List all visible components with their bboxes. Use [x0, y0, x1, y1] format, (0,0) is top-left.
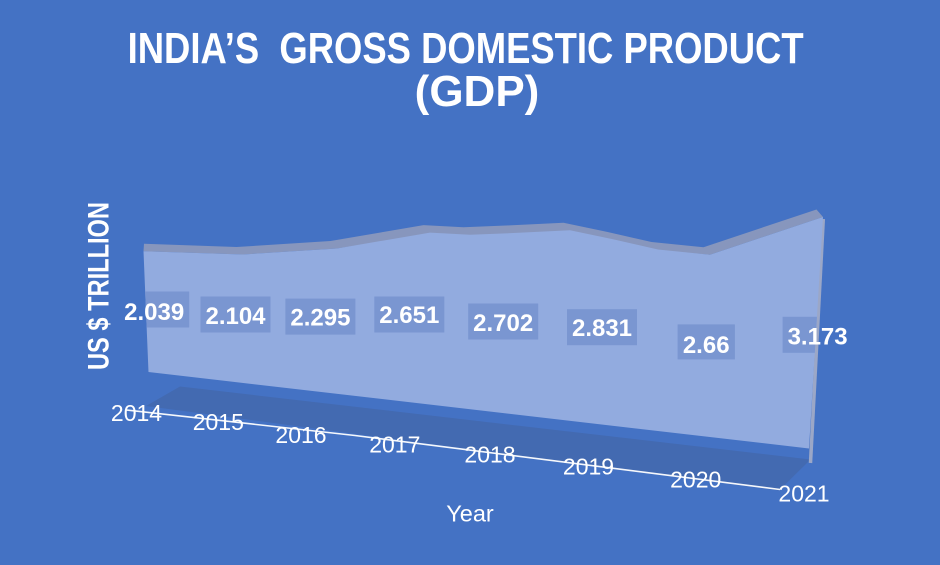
svg-text:INDIA’S GROSS DOMESTIC PRODUC: INDIA’S GROSS DOMESTIC PRODUCT [128, 24, 804, 73]
svg-text:Year: Year [446, 501, 494, 527]
svg-text:2.831: 2.831 [572, 315, 632, 342]
svg-text:2018: 2018 [464, 442, 515, 468]
svg-text:(GDP): (GDP) [415, 67, 540, 116]
svg-text:2.295: 2.295 [290, 304, 350, 331]
svg-text:2.651: 2.651 [379, 302, 439, 329]
svg-text:2016: 2016 [275, 422, 326, 448]
svg-text:2020: 2020 [670, 467, 721, 493]
svg-text:2021: 2021 [778, 481, 829, 507]
svg-text:2.66: 2.66 [683, 332, 730, 359]
svg-text:US $ TRILLION: US $ TRILLION [83, 202, 116, 370]
svg-text:2014: 2014 [111, 400, 162, 426]
svg-text:3.173: 3.173 [788, 324, 848, 351]
svg-text:2017: 2017 [369, 431, 420, 457]
svg-text:2.104: 2.104 [205, 303, 266, 330]
svg-text:2.702: 2.702 [473, 310, 533, 337]
svg-text:2015: 2015 [193, 409, 244, 435]
svg-text:2.039: 2.039 [124, 299, 184, 326]
svg-text:2019: 2019 [563, 454, 614, 480]
